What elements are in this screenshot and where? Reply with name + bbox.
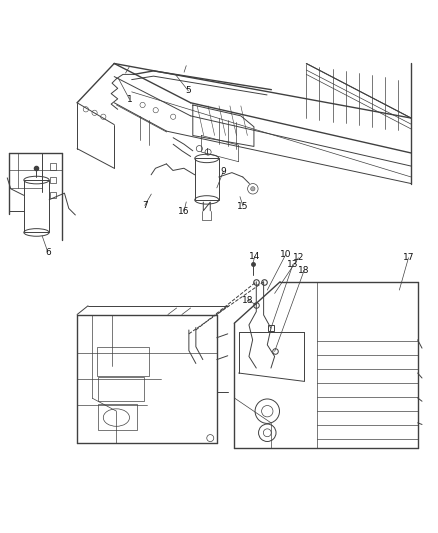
Bar	[98, 404, 138, 431]
Text: 18: 18	[298, 266, 310, 276]
Bar	[50, 192, 56, 198]
Text: 5: 5	[186, 86, 191, 95]
Text: 18: 18	[242, 295, 254, 304]
Text: 10: 10	[280, 250, 291, 259]
Text: 13: 13	[287, 260, 299, 269]
Bar	[195, 158, 219, 200]
Text: 1: 1	[127, 95, 132, 104]
Text: 7: 7	[142, 201, 148, 210]
Bar	[98, 377, 144, 401]
Bar	[317, 282, 418, 448]
Bar	[97, 346, 149, 376]
Text: 17: 17	[403, 253, 414, 262]
Text: 6: 6	[45, 248, 51, 256]
Bar	[50, 164, 56, 169]
Bar	[50, 176, 56, 183]
Text: 9: 9	[220, 167, 226, 176]
Text: 16: 16	[178, 207, 190, 215]
Bar	[24, 180, 49, 232]
Text: 15: 15	[237, 202, 249, 211]
Text: 12: 12	[293, 253, 304, 262]
Circle shape	[251, 187, 255, 191]
Text: 14: 14	[249, 252, 261, 261]
